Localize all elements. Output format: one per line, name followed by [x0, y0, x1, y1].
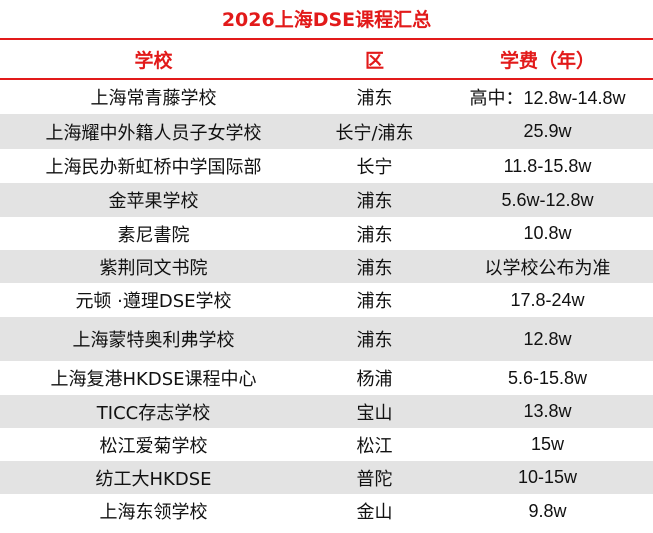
table-row: 上海复港HKDSE课程中心 杨浦 5.6-15.8w — [0, 361, 653, 395]
school-name: 纺工大HKDSE — [0, 461, 307, 494]
district: 浦东 — [307, 317, 442, 361]
page-title: 2026上海DSE课程汇总 — [0, 0, 653, 40]
table-row: 上海民办新虹桥中学国际部 长宁 11.8-15.8w — [0, 149, 653, 183]
table-row: 元顿 ·遵理DSE学校 浦东 17.8-24w — [0, 283, 653, 317]
district: 普陀 — [307, 461, 442, 494]
table-row: 素尼書院 浦东 10.8w — [0, 217, 653, 250]
annual-fee: 10.8w — [442, 217, 653, 250]
annual-fee: 以学校公布为准 — [442, 250, 653, 283]
annual-fee: 10-15w — [442, 461, 653, 494]
table-header-row: 学校 区 学费（年） — [0, 40, 653, 80]
school-name: 素尼書院 — [0, 217, 307, 250]
annual-fee: 5.6w-12.8w — [442, 183, 653, 217]
school-name: 上海常青藤学校 — [0, 79, 307, 114]
table-row: 松江爱菊学校 松江 15w — [0, 428, 653, 461]
table-row: TICC存志学校 宝山 13.8w — [0, 395, 653, 428]
school-name: 上海复港HKDSE课程中心 — [0, 361, 307, 395]
annual-fee: 12.8w — [442, 317, 653, 361]
school-name: 松江爱菊学校 — [0, 428, 307, 461]
district: 浦东 — [307, 283, 442, 317]
table-row: 纺工大HKDSE 普陀 10-15w — [0, 461, 653, 494]
table-row: 上海蒙特奥利弗学校 浦东 12.8w — [0, 317, 653, 361]
table-row: 金苹果学校 浦东 5.6w-12.8w — [0, 183, 653, 217]
annual-fee: 25.9w — [442, 114, 653, 149]
district: 浦东 — [307, 183, 442, 217]
table-row: 上海东领学校 金山 9.8w — [0, 494, 653, 528]
district: 浦东 — [307, 250, 442, 283]
school-name: 上海耀中外籍人员子女学校 — [0, 114, 307, 149]
table-row: 上海常青藤学校 浦东 高中：12.8w-14.8w — [0, 79, 653, 114]
district: 长宁/浦东 — [307, 114, 442, 149]
school-name: 紫荆同文书院 — [0, 250, 307, 283]
table-row: 上海耀中外籍人员子女学校 长宁/浦东 25.9w — [0, 114, 653, 149]
school-name: 上海民办新虹桥中学国际部 — [0, 149, 307, 183]
annual-fee: 5.6-15.8w — [442, 361, 653, 395]
annual-fee: 11.8-15.8w — [442, 149, 653, 183]
column-header-district: 区 — [307, 40, 442, 80]
column-header-school: 学校 — [0, 40, 307, 80]
district: 杨浦 — [307, 361, 442, 395]
annual-fee: 13.8w — [442, 395, 653, 428]
school-name: 元顿 ·遵理DSE学校 — [0, 283, 307, 317]
district: 松江 — [307, 428, 442, 461]
table-row: 紫荆同文书院 浦东 以学校公布为准 — [0, 250, 653, 283]
district: 浦东 — [307, 79, 442, 114]
annual-fee: 高中：12.8w-14.8w — [442, 79, 653, 114]
column-header-fee: 学费（年） — [442, 40, 653, 80]
district: 宝山 — [307, 395, 442, 428]
annual-fee: 9.8w — [442, 494, 653, 528]
table-body: 上海常青藤学校 浦东 高中：12.8w-14.8w 上海耀中外籍人员子女学校 长… — [0, 79, 653, 528]
district: 浦东 — [307, 217, 442, 250]
district: 金山 — [307, 494, 442, 528]
school-name: TICC存志学校 — [0, 395, 307, 428]
annual-fee: 17.8-24w — [442, 283, 653, 317]
district: 长宁 — [307, 149, 442, 183]
school-name: 上海东领学校 — [0, 494, 307, 528]
school-name: 上海蒙特奥利弗学校 — [0, 317, 307, 361]
school-table: 学校 区 学费（年） 上海常青藤学校 浦东 高中：12.8w-14.8w 上海耀… — [0, 40, 653, 528]
school-name: 金苹果学校 — [0, 183, 307, 217]
annual-fee: 15w — [442, 428, 653, 461]
